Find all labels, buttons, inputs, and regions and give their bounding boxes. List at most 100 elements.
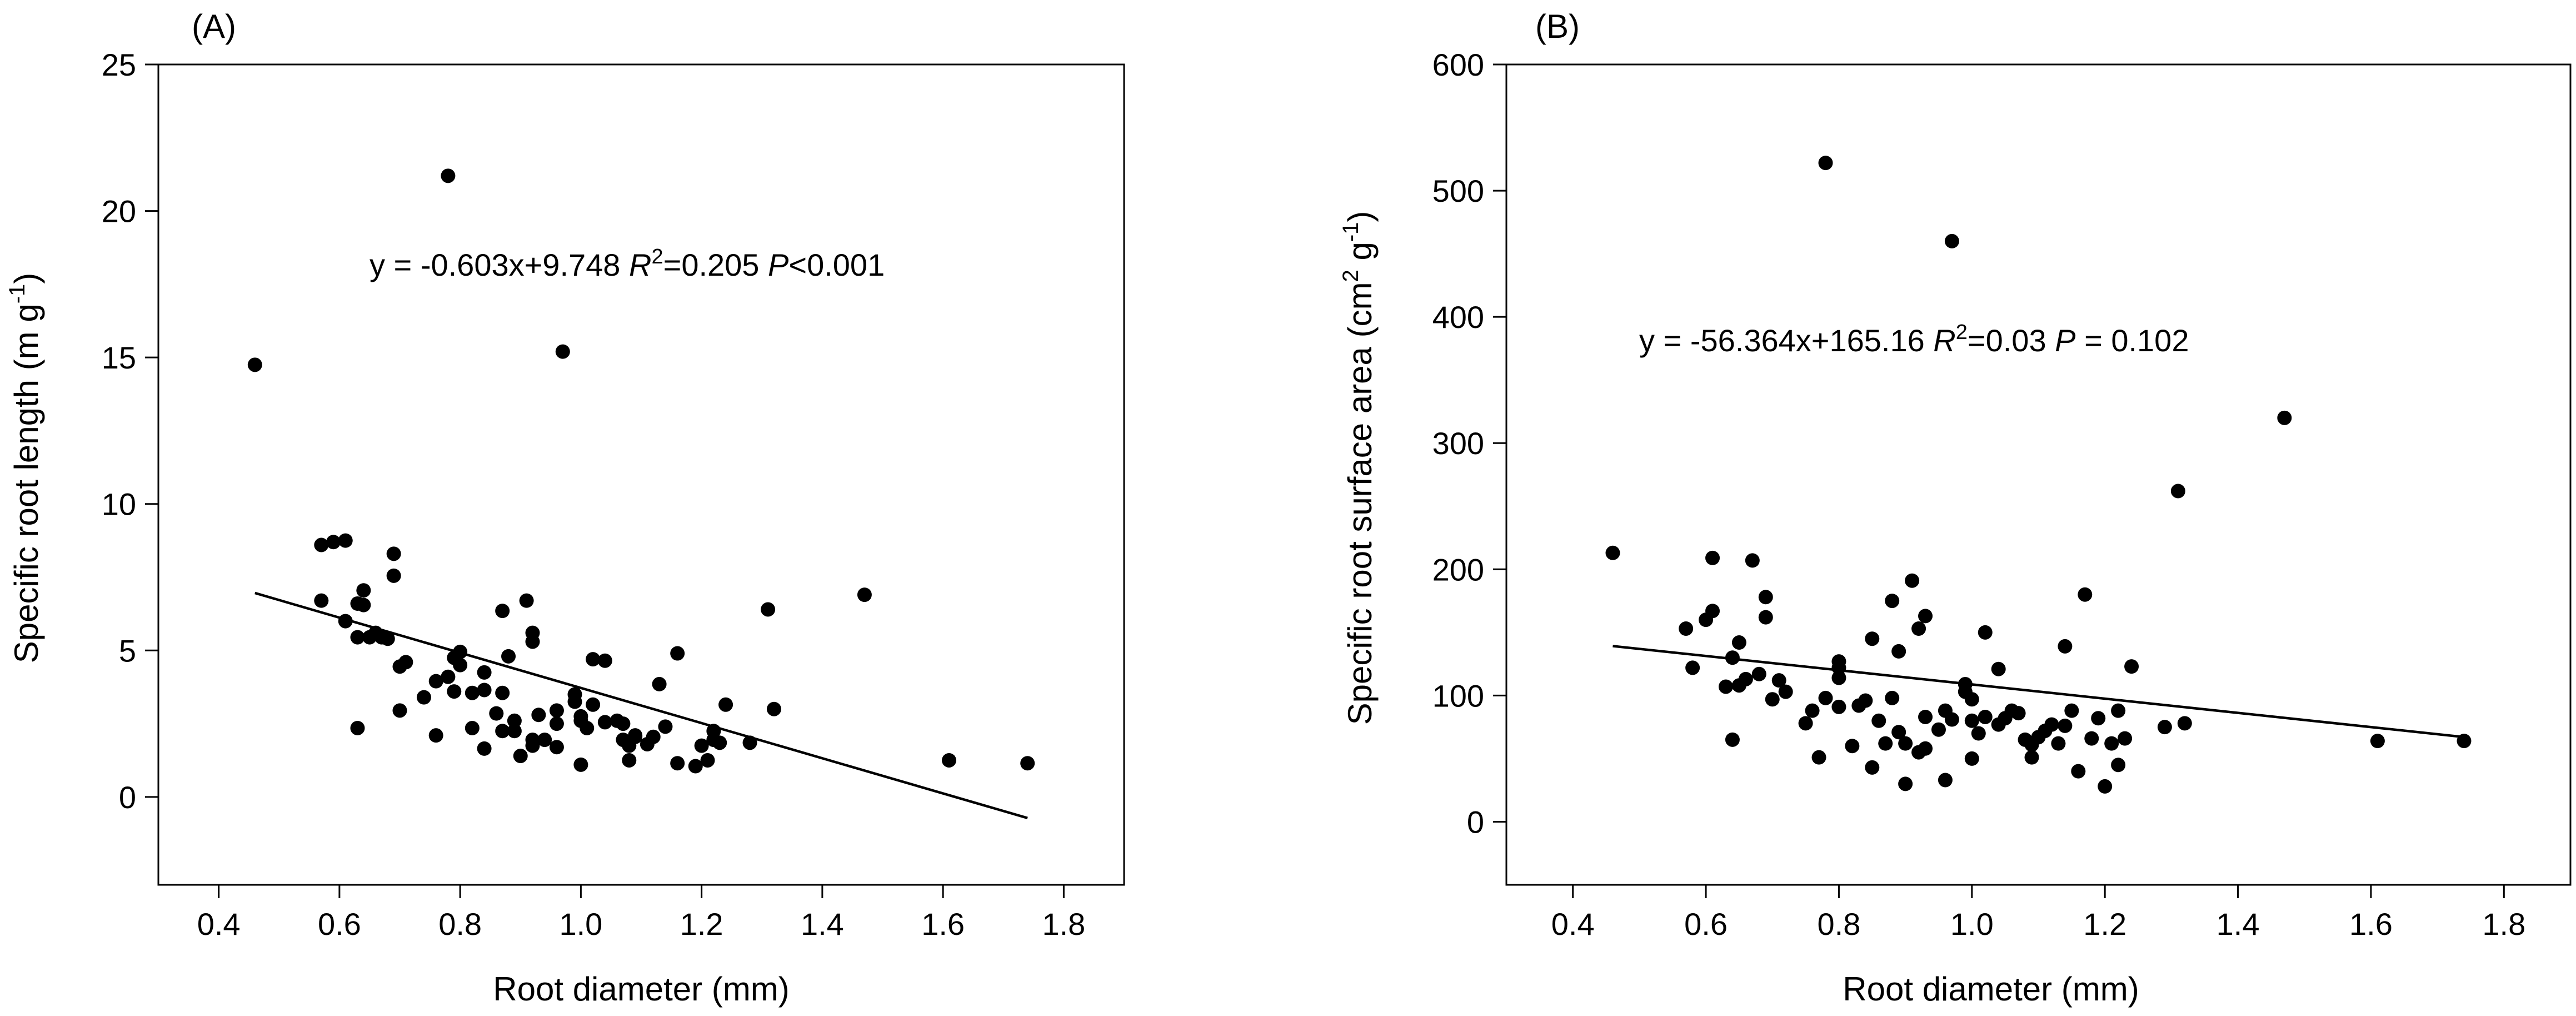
panel-a-data-point bbox=[356, 583, 371, 598]
panel-b-data-point bbox=[1818, 690, 1833, 705]
panel-b-data-point bbox=[2084, 731, 2099, 746]
panel-b-x-tick-label: 1.4 bbox=[2216, 907, 2260, 942]
panel-a-data-point bbox=[428, 674, 443, 689]
panel-b-points bbox=[1605, 156, 2472, 794]
panel-a-data-point bbox=[718, 697, 733, 712]
panel-a-data-point bbox=[416, 690, 431, 705]
panel-b-data-point bbox=[2058, 639, 2073, 654]
panel-b-plot-frame bbox=[1505, 63, 2572, 886]
panel-b-data-point bbox=[2078, 587, 2093, 602]
panel-a-data-point bbox=[501, 649, 516, 664]
panel-b-x-tick-label: 0.4 bbox=[1551, 907, 1595, 942]
panel-a-data-point bbox=[525, 634, 540, 649]
panel-b-data-point bbox=[1905, 573, 1920, 588]
panel-a-label: (A) bbox=[192, 8, 236, 45]
panel-b-x-tick-label: 0.6 bbox=[1684, 907, 1728, 942]
panel-b-data-point bbox=[1944, 233, 1959, 248]
panel-b-data-point bbox=[2170, 484, 2185, 499]
panel-a-data-point bbox=[597, 715, 612, 730]
panel-b-data-point bbox=[1898, 736, 1913, 751]
panel-a-data-point bbox=[441, 168, 456, 183]
panel-a-data-point bbox=[356, 597, 371, 612]
panel-b-y-ticks: 0 100 200 300 400 500 600 bbox=[1432, 47, 1506, 839]
panel-a-fit-line-group bbox=[254, 591, 1028, 819]
panel-a-root-length: (A) Specific root length (m g-1) Root di… bbox=[5, 8, 1125, 1008]
panel-b-data-point bbox=[2111, 758, 2126, 773]
panel-a-y-tick-label: 10 bbox=[102, 487, 136, 522]
panel-b-data-point bbox=[1885, 594, 1900, 609]
panel-b-data-point bbox=[2177, 716, 2192, 731]
panel-a-regression-line bbox=[254, 591, 1028, 819]
panel-b-regression-equation: y = -56.364x+165.16 R2=0.03 P = 0.102 bbox=[1639, 321, 2189, 358]
panel-b-data-point bbox=[1705, 550, 1720, 565]
panel-a-data-point bbox=[428, 728, 443, 743]
panel-a-data-point bbox=[549, 740, 564, 755]
panel-a-data-point bbox=[761, 602, 776, 617]
panel-a-x-tick-label: 0.8 bbox=[438, 907, 482, 942]
panel-a-data-point bbox=[338, 614, 353, 629]
panel-a-y-axis-title: Specific root length (m g-1) bbox=[5, 273, 45, 664]
panel-b-data-point bbox=[2370, 734, 2385, 749]
panel-b-data-point bbox=[1745, 553, 1760, 568]
panel-a-data-point bbox=[314, 593, 329, 608]
panel-a-x-axis-label: Root diameter (mm) bbox=[493, 970, 789, 1008]
panel-a-data-point bbox=[525, 733, 540, 748]
panel-a-y-ticks: 0 5 10 15 20 25 bbox=[102, 47, 158, 815]
panel-b-data-point bbox=[1878, 736, 1893, 751]
panel-b-y-tick-label: 500 bbox=[1432, 173, 1484, 208]
panel-b-data-point bbox=[1771, 673, 1786, 688]
panel-a-regression-equation: y = -0.603x+9.748 R2=0.205 P<0.001 bbox=[370, 245, 885, 282]
panel-a-data-point bbox=[658, 719, 673, 734]
panel-a-data-point bbox=[628, 728, 643, 743]
panel-a-y-axis-label: Specific root length (m g-1) bbox=[5, 273, 45, 664]
panel-a-data-point bbox=[549, 716, 564, 731]
panel-b-y-tick-label: 300 bbox=[1432, 426, 1484, 461]
panel-b-data-point bbox=[1898, 776, 1913, 791]
panel-a-points bbox=[247, 168, 1035, 774]
panel-b-data-point bbox=[1918, 741, 1933, 756]
panel-a-data-point bbox=[555, 344, 570, 359]
panel-a-data-point bbox=[706, 724, 721, 739]
panel-b-x-tick-label: 1.2 bbox=[2083, 907, 2126, 942]
panel-b-data-point bbox=[1971, 726, 1986, 741]
panel-a-x-ticks: 0.4 0.6 0.8 1.0 1.2 1.4 1.6 1.8 bbox=[197, 885, 1085, 942]
panel-b-data-point bbox=[1944, 712, 1959, 727]
panel-b-data-point bbox=[2011, 706, 2026, 721]
panel-b-data-point bbox=[1918, 609, 1933, 624]
panel-b-data-point bbox=[1758, 610, 1773, 625]
panel-b-x-ticks: 0.4 0.6 0.8 1.0 1.2 1.4 1.6 1.8 bbox=[1551, 885, 2525, 942]
panel-b-data-point bbox=[2051, 736, 2066, 751]
panel-a-data-point bbox=[597, 653, 612, 668]
panel-a-data-point bbox=[338, 533, 353, 548]
panel-a-data-point bbox=[537, 733, 552, 748]
panel-b-data-point bbox=[1751, 666, 1766, 681]
panel-b-data-point bbox=[1805, 703, 1820, 718]
panel-b-data-point bbox=[2457, 734, 2472, 749]
panel-b-y-tick-label: 100 bbox=[1432, 678, 1484, 713]
panel-a-data-point bbox=[616, 716, 631, 731]
panel-a-data-point bbox=[477, 665, 492, 680]
panel-b-data-point bbox=[1831, 670, 1846, 685]
panel-b-data-point bbox=[2111, 703, 2126, 718]
panel-a-data-point bbox=[465, 685, 480, 700]
panel-a-data-point bbox=[507, 724, 522, 739]
panel-a-x-tick-label: 1.4 bbox=[801, 907, 844, 942]
panel-a-y-tick-label: 5 bbox=[119, 633, 136, 668]
panel-b-data-point bbox=[1731, 635, 1746, 650]
panel-a-x-tick-label: 1.6 bbox=[921, 907, 965, 942]
panel-a-data-point bbox=[652, 676, 667, 691]
panel-b-data-point bbox=[1845, 739, 1860, 754]
panel-a-data-point bbox=[465, 720, 480, 735]
panel-a-data-point bbox=[700, 753, 715, 768]
panel-b-data-point bbox=[1964, 692, 1979, 707]
panel-b-data-point bbox=[2091, 711, 2106, 726]
panel-b-data-point bbox=[1725, 732, 1740, 747]
panel-b-data-point bbox=[1918, 709, 1933, 724]
panel-a-data-point bbox=[941, 753, 956, 768]
panel-a-data-point bbox=[573, 757, 588, 772]
panel-a-data-point bbox=[549, 703, 564, 718]
panel-b-label: (B) bbox=[1535, 8, 1580, 45]
panel-a-y-tick-label: 15 bbox=[102, 340, 136, 375]
panel-b-data-point bbox=[1964, 713, 1979, 728]
panel-a-data-point bbox=[392, 703, 407, 718]
